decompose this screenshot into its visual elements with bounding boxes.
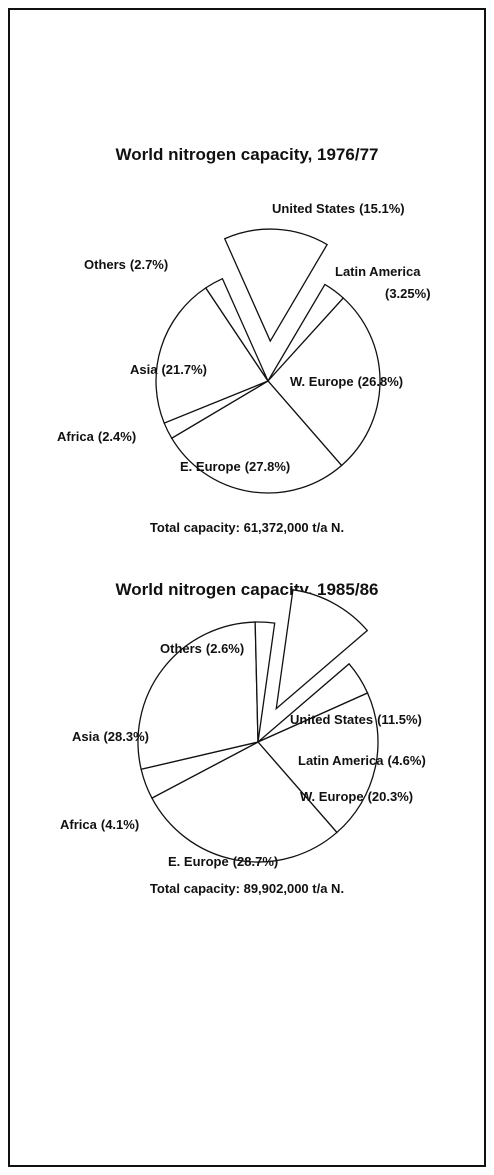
category-name: Latin America: [335, 264, 421, 279]
chart-title: World nitrogen capacity, 1985/86: [116, 580, 379, 599]
category-name: Latin America: [298, 753, 384, 768]
category-name: Asia: [130, 362, 158, 377]
value-label: (2.4%): [98, 429, 136, 444]
pie-slice: [137, 621, 259, 771]
value-label: (21.7%): [161, 362, 207, 377]
pie-slice: [204, 277, 269, 382]
caption: Total capacity: 89,902,000 t/a N.: [150, 881, 344, 896]
value-label: (28.7%): [233, 854, 279, 869]
slice-label: United States (11.5%): [290, 712, 422, 727]
value-label: (28.3%): [103, 729, 149, 744]
category-name: W. Europe: [290, 374, 354, 389]
value-label: (3.25%): [385, 286, 431, 301]
caption: Total capacity: 61,372,000 t/a N.: [150, 520, 344, 535]
slice-label: W. Europe (26.8%): [290, 374, 403, 389]
slice-label: E. Europe (28.7%): [168, 854, 278, 869]
slice-label: Others (2.6%): [160, 641, 244, 656]
category-name: Asia: [72, 729, 100, 744]
category-name: Africa: [60, 817, 98, 832]
value-label: (15.1%): [359, 201, 405, 216]
pie-slice: [275, 589, 369, 711]
frame: [8, 8, 486, 1167]
value-label: (20.3%): [368, 789, 414, 804]
pie-slice: [256, 692, 379, 834]
category-name: Africa: [57, 429, 95, 444]
value-label: (2.6%): [206, 641, 244, 656]
category-name: United States: [290, 712, 373, 727]
value-label: (11.5%): [377, 712, 422, 727]
slice-label: Asia (21.7%): [130, 362, 207, 377]
pie-slice: [155, 286, 269, 424]
pie-slice: [170, 380, 343, 494]
value-label: (26.8%): [358, 374, 404, 389]
slice-label: United States (15.1%): [272, 201, 405, 216]
slice-label: Africa (2.4%): [57, 429, 136, 444]
category-name: E. Europe: [180, 459, 241, 474]
pie-slice: [254, 621, 276, 743]
value-label: (27.8%): [245, 459, 291, 474]
slice-label: Latin America (3.25%): [335, 264, 431, 301]
slice-label: Latin America (4.6%): [298, 753, 426, 768]
slice-label: Others (2.7%): [84, 257, 168, 272]
slice-label: Africa (4.1%): [60, 817, 139, 832]
category-name: Others: [160, 641, 202, 656]
slice-label: W. Europe (20.3%): [300, 789, 413, 804]
slice-label: Asia (28.3%): [72, 729, 149, 744]
value-label: (4.6%): [388, 753, 426, 768]
category-name: Others: [84, 257, 126, 272]
pie-slice: [151, 741, 338, 863]
slice-label: E. Europe (27.8%): [180, 459, 290, 474]
pie-slice: [223, 228, 328, 343]
chart-title: World nitrogen capacity, 1976/77: [116, 145, 379, 164]
pie-slice: [267, 297, 381, 467]
category-name: W. Europe: [300, 789, 364, 804]
value-label: (4.1%): [101, 817, 139, 832]
category-name: United States: [272, 201, 355, 216]
value-label: (2.7%): [130, 257, 168, 272]
category-name: E. Europe: [168, 854, 229, 869]
